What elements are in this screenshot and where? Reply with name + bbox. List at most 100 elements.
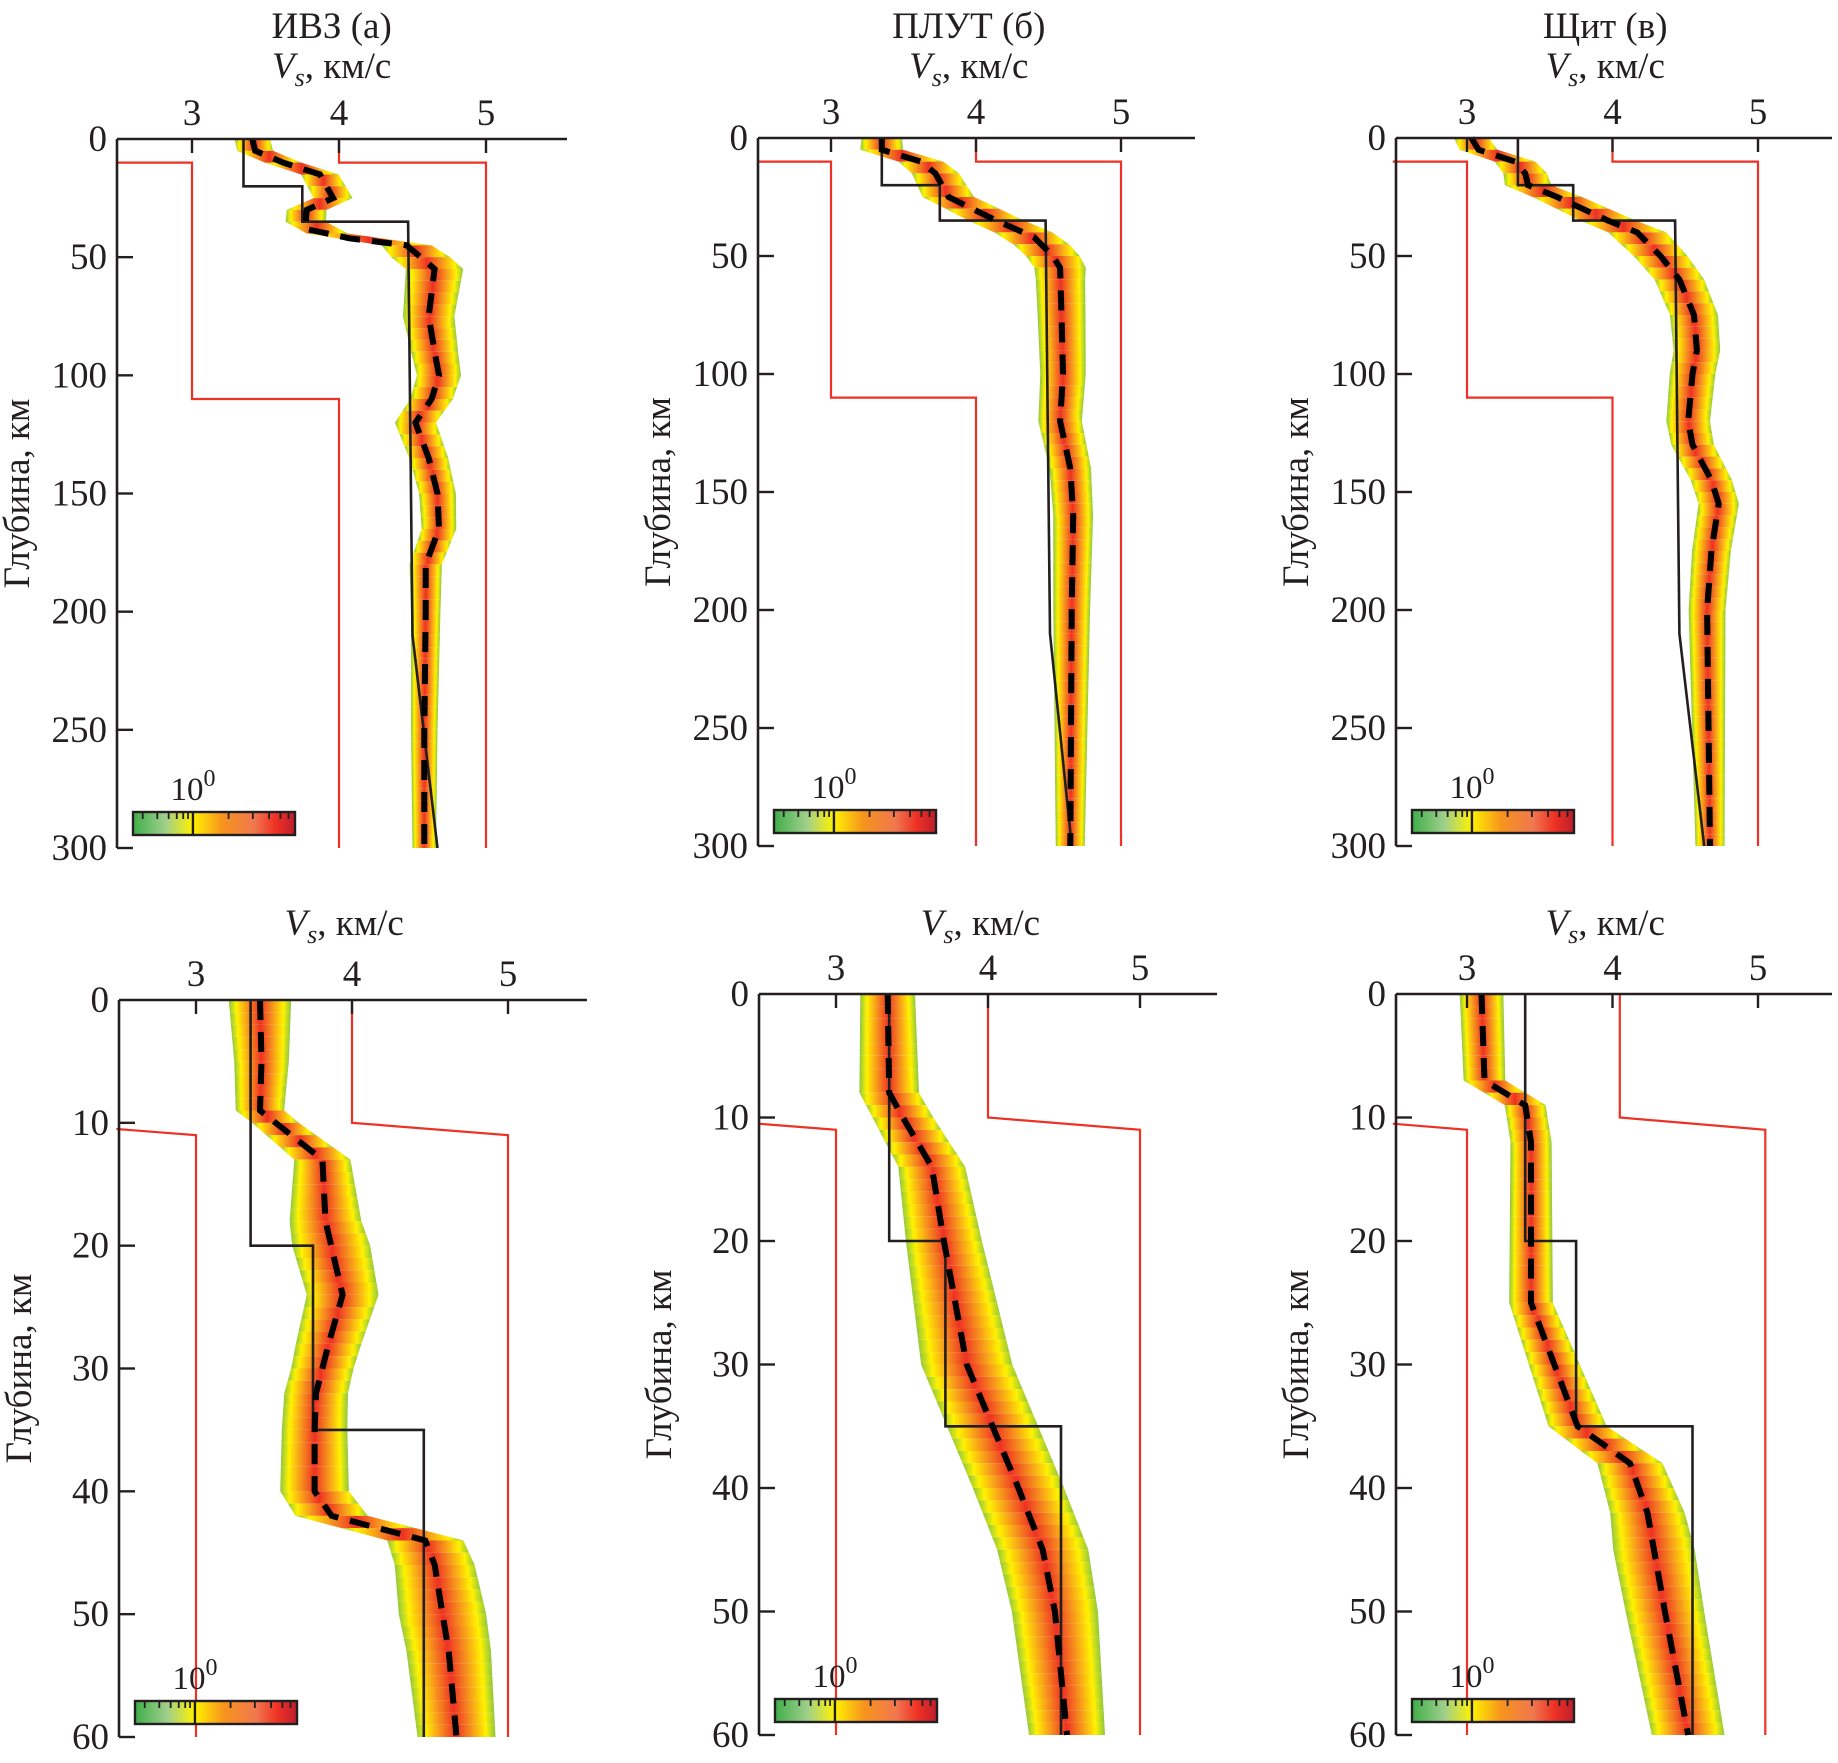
probability-band-segment — [926, 1376, 1023, 1390]
colorbar — [133, 1699, 299, 1726]
probability-band-segment — [1509, 1241, 1553, 1254]
y-tick-label: 250 — [693, 708, 749, 749]
y-tick-label: 50 — [1349, 1592, 1386, 1633]
y-tick-label: 0 — [1368, 118, 1387, 159]
probability-band-segment — [1035, 279, 1086, 292]
y-tick-label: 200 — [693, 590, 749, 631]
probability-band-segment — [1053, 633, 1090, 646]
colorbar — [131, 810, 297, 837]
probability-band-segment — [282, 1405, 348, 1418]
probability-band-segment — [1597, 1463, 1669, 1476]
x-tick-label: 4 — [1603, 92, 1622, 133]
x-tick-label: 5 — [1749, 948, 1768, 989]
probability-band-segment — [1520, 1339, 1575, 1353]
colorbar — [772, 808, 938, 835]
probability-band-segment — [286, 198, 353, 210]
probability-band-segment — [409, 458, 451, 470]
colorbar — [773, 1697, 939, 1724]
probability-band-segment — [419, 493, 456, 506]
probability-band-segment — [281, 1429, 348, 1443]
probability-band-segment — [1620, 1586, 1703, 1600]
probability-band-segment — [409, 1675, 493, 1688]
probability-band-segment — [230, 1024, 291, 1037]
probability-band-segment — [907, 1253, 988, 1266]
x-tick-label: 3 — [183, 93, 202, 134]
probability-band-segment — [280, 1491, 359, 1504]
y-tick-label: 300 — [693, 826, 749, 867]
probability-band-segment — [301, 174, 346, 187]
probability-band-segment — [1038, 338, 1086, 351]
x-axis-label: Vs, км/с — [285, 903, 404, 949]
prior-bound-line — [350, 1000, 510, 1737]
probability-band-segment — [1628, 1623, 1709, 1637]
probability-band-segment — [1671, 326, 1720, 339]
probability-band-segment — [1053, 539, 1093, 551]
y-tick-label: 50 — [712, 1592, 749, 1633]
x-tick-label: 4 — [330, 93, 349, 134]
probability-band-segment — [233, 1049, 290, 1062]
probability-band-segment — [1053, 562, 1092, 575]
median-model-line — [884, 993, 1070, 1736]
probability-band-segment — [1013, 1623, 1100, 1637]
probability-band-segment — [1528, 1364, 1586, 1377]
probability-band-segment — [952, 1438, 1049, 1451]
y-tick-label: 0 — [91, 980, 110, 1021]
y-tick-label: 0 — [730, 118, 749, 159]
probability-band-segment — [941, 1413, 1039, 1427]
probability-band-segment — [289, 1208, 362, 1222]
probability-band-segment — [306, 233, 432, 246]
y-tick-label: 100 — [1331, 354, 1387, 395]
probability-band-segment — [1022, 1685, 1103, 1698]
probability-band-segment — [994, 232, 1069, 245]
probability-band-segment — [1532, 197, 1609, 209]
probability-band-segment — [987, 1525, 1084, 1538]
y-tick-label: 10 — [1349, 1098, 1386, 1139]
prior-bound-line — [1392, 1122, 1469, 1735]
probability-band-segment — [1641, 1685, 1719, 1698]
probability-band-segment — [411, 753, 438, 766]
median-model-line — [1468, 136, 1722, 847]
y-tick-label: 60 — [72, 1717, 109, 1758]
probability-band-segment — [917, 185, 975, 197]
x-axis-label: Vs, км/с — [921, 903, 1040, 949]
y-tick-label: 50 — [72, 1594, 109, 1635]
y-tick-label: 60 — [712, 1715, 749, 1756]
x-tick-label: 5 — [1112, 92, 1131, 133]
y-tick-label: 0 — [1368, 974, 1387, 1015]
probability-band-segment — [1689, 633, 1726, 646]
probability-band-segment — [1037, 315, 1086, 327]
x-tick-label: 3 — [1458, 92, 1477, 133]
y-tick-label: 250 — [52, 710, 108, 751]
colorbar — [1410, 808, 1576, 835]
panel-title: ПЛУТ (б) — [892, 6, 1045, 47]
prior-bound-line — [1618, 994, 1767, 1735]
median-model-line — [256, 999, 460, 1738]
probability-band-segment — [1052, 503, 1094, 516]
y-axis-label: Глубина, км — [0, 399, 38, 589]
prior-bound-line — [117, 161, 341, 848]
median-model-line — [878, 138, 1077, 847]
y-tick-label: 20 — [72, 1226, 109, 1267]
y-tick-label: 60 — [1349, 1715, 1386, 1756]
probability-band-segment — [1509, 1278, 1553, 1291]
probability-band-segment — [292, 1245, 373, 1258]
probability-band-segment — [912, 1290, 998, 1303]
y-tick-label: 40 — [72, 1471, 109, 1512]
probability-band-segment — [299, 1270, 377, 1283]
probability-band-segment — [1054, 728, 1088, 740]
probability-band-segment — [285, 221, 348, 234]
probability-band-segment — [1053, 527, 1093, 540]
probability-band-segment — [411, 623, 441, 636]
probability-band-segment — [915, 1315, 1004, 1328]
probability-band-segment — [1611, 1525, 1692, 1538]
probability-band-segment — [402, 316, 456, 329]
x-tick-label: 3 — [1458, 948, 1477, 989]
x-tick-label: 4 — [343, 954, 362, 995]
probability-band-segment — [865, 1105, 934, 1118]
probability-band-segment — [1548, 1426, 1626, 1439]
probability-band-segment — [1580, 220, 1667, 233]
probability-band-segment — [264, 162, 339, 175]
probability-band-segment — [395, 1577, 481, 1590]
